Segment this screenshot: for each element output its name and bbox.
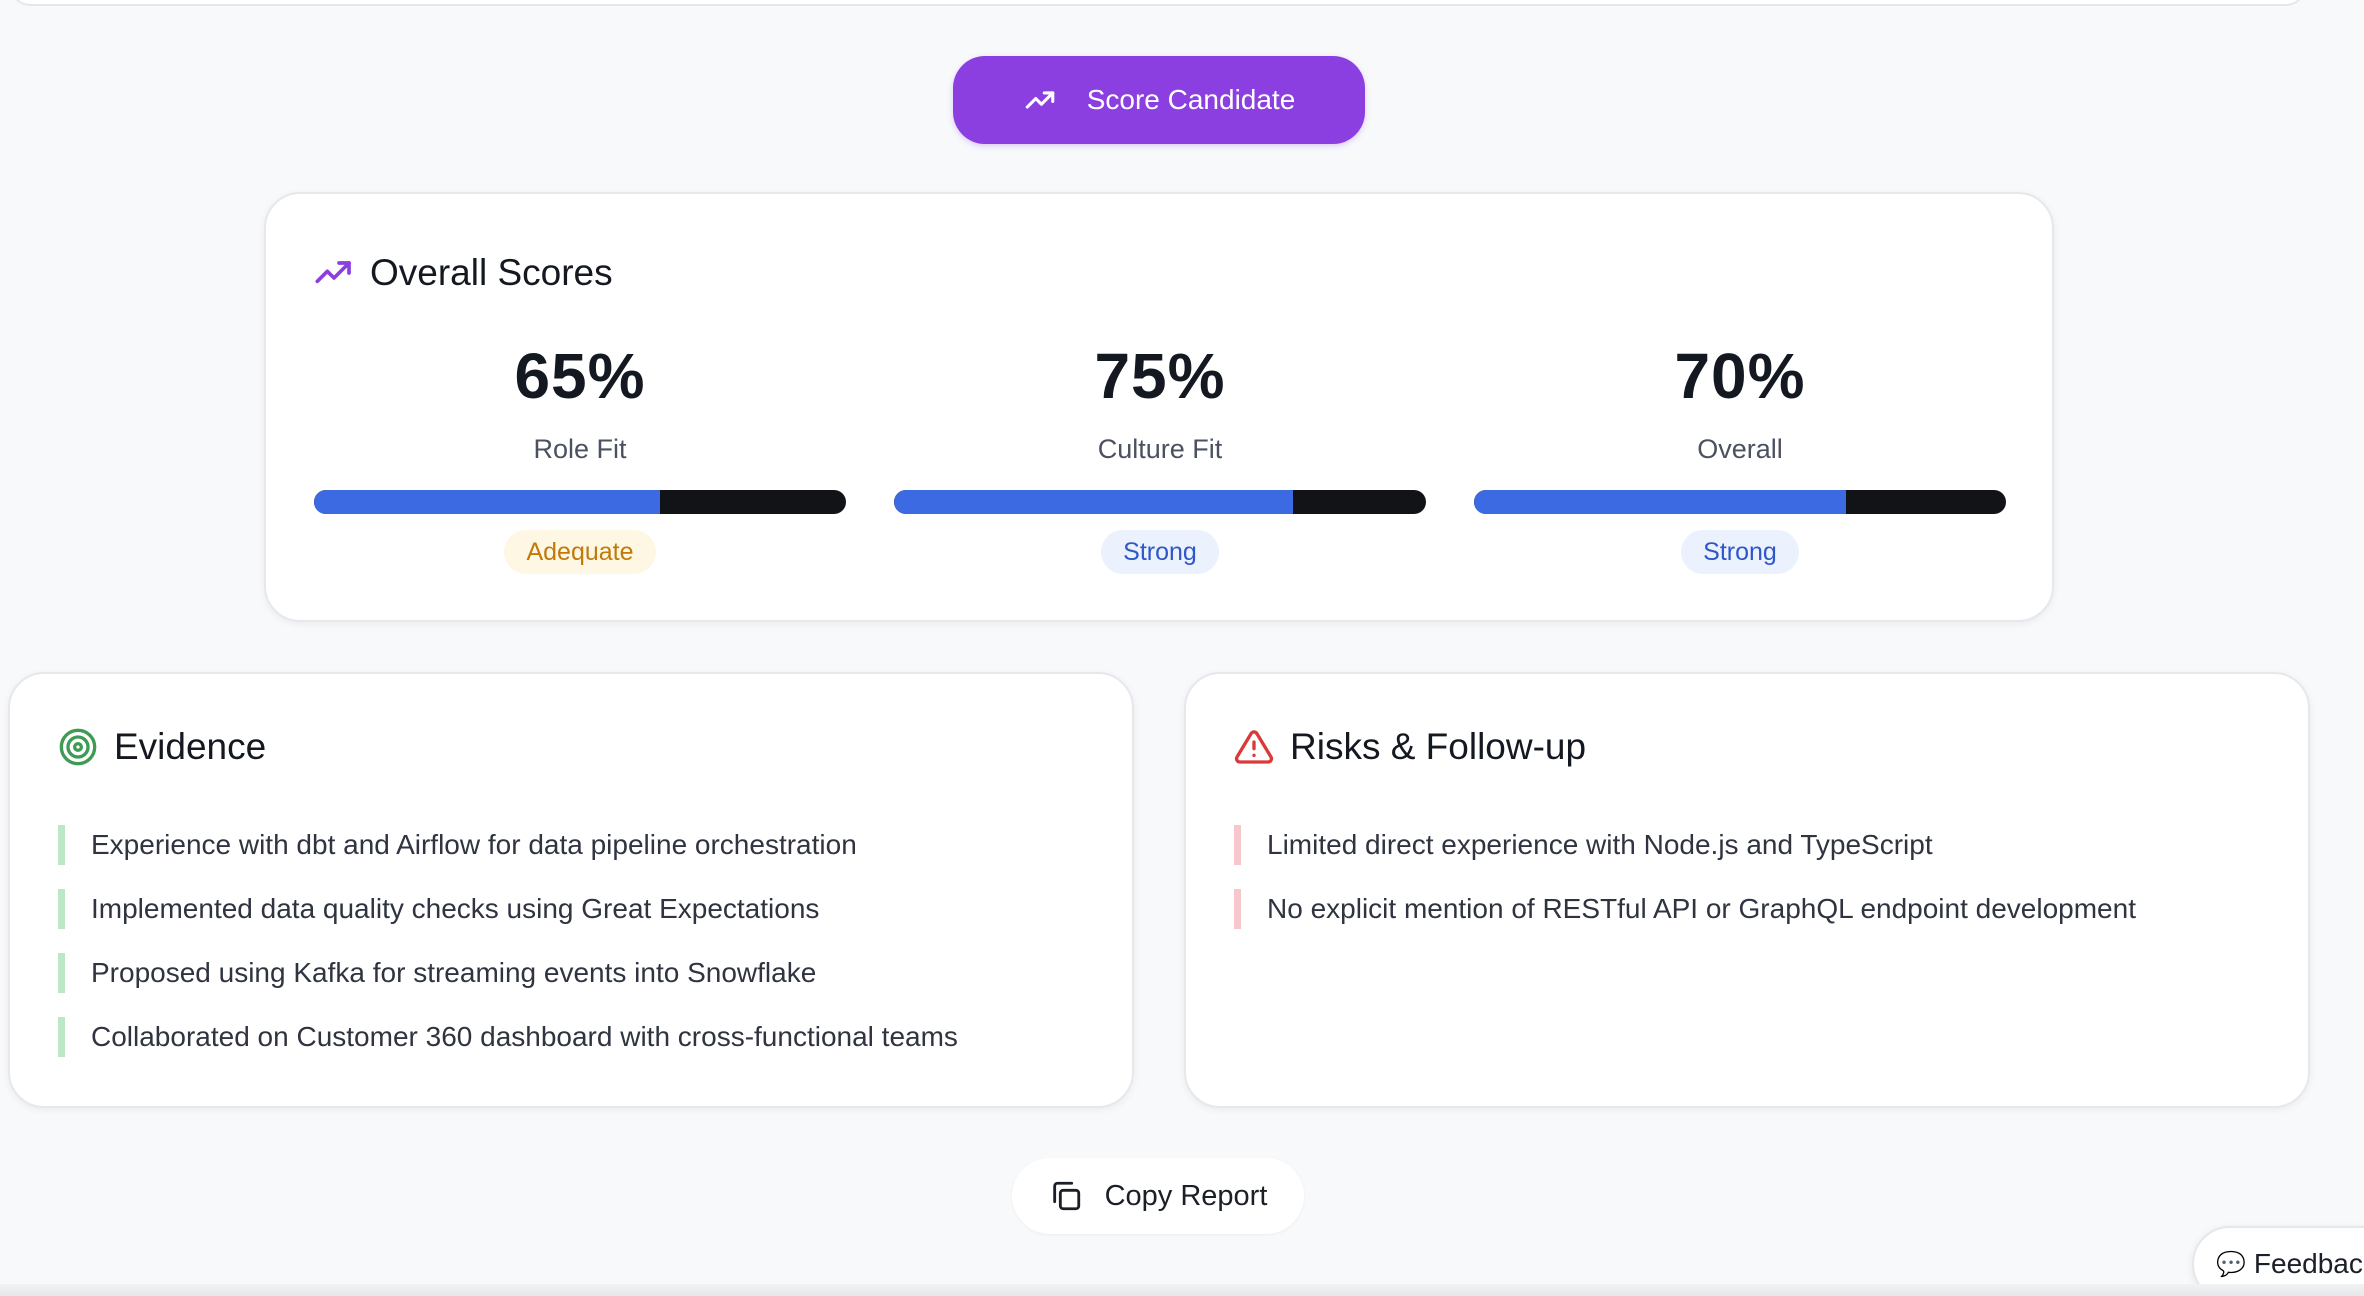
score-role-fit: 65% Role Fit Adequate (314, 344, 846, 574)
target-icon (59, 728, 97, 766)
list-item-text: Collaborated on Customer 360 dashboard w… (91, 1021, 958, 1052)
score-progress-bar (314, 490, 846, 514)
evidence-title: Evidence (114, 726, 267, 767)
page-bottom-edge (0, 1284, 2364, 1296)
copy-report-button[interactable]: Copy Report (1012, 1158, 1304, 1234)
list-item: Experience with dbt and Airflow for data… (58, 824, 958, 866)
rating-badge: Strong (1101, 530, 1219, 574)
list-item: No explicit mention of RESTful API or Gr… (1234, 888, 2136, 930)
score-label: Overall (1697, 434, 1783, 464)
evidence-card: Evidence Experience with dbt and Airflow… (8, 672, 1134, 1108)
score-candidate-label: Score Candidate (1086, 84, 1296, 115)
list-item: Implemented data quality checks using Gr… (58, 888, 958, 930)
score-value: 75% (1094, 340, 1226, 412)
score-progress-bar (1474, 490, 2006, 514)
rating-badge: Strong (1681, 530, 1799, 574)
copy-report-label: Copy Report (1104, 1179, 1268, 1212)
risks-title: Risks & Follow-up (1290, 726, 1587, 767)
list-item: Limited direct experience with Node.js a… (1234, 824, 2136, 866)
trending-up-icon (315, 261, 351, 284)
score-progress-fill (314, 490, 660, 514)
list-item-accent (58, 889, 65, 929)
evidence-header: Evidence (58, 726, 266, 768)
list-item-accent (58, 825, 65, 865)
score-candidate-button[interactable]: Score Candidate (953, 56, 1365, 144)
chat-bubble-icon: 💬 (2216, 1250, 2246, 1278)
overall-scores-card: Overall Scores 65% Role Fit Adequate 75%… (264, 192, 2054, 622)
list-item-accent (58, 1017, 65, 1057)
list-item: Proposed using Kafka for streaming event… (58, 952, 958, 994)
list-item-accent (1234, 825, 1241, 865)
list-item-text: No explicit mention of RESTful API or Gr… (1267, 893, 2136, 924)
list-item-text: Proposed using Kafka for streaming event… (91, 957, 817, 988)
list-item-text: Experience with dbt and Airflow for data… (91, 829, 857, 860)
overall-scores-title: Overall Scores (370, 252, 613, 293)
list-item-text: Implemented data quality checks using Gr… (91, 893, 820, 924)
previous-card (8, 0, 2308, 6)
copy-icon (1052, 1181, 1080, 1211)
evidence-list: Experience with dbt and Airflow for data… (58, 824, 958, 1080)
risks-list: Limited direct experience with Node.js a… (1234, 824, 2136, 952)
list-item-accent (1234, 889, 1241, 929)
trending-up-icon (1025, 91, 1055, 109)
score-progress-fill (894, 490, 1293, 514)
rating-badge: Adequate (504, 530, 656, 574)
list-item-text: Limited direct experience with Node.js a… (1267, 829, 1933, 860)
score-overall: 70% Overall Strong (1474, 344, 2006, 574)
score-value: 70% (1674, 340, 1806, 412)
score-progress-bar (894, 490, 1426, 514)
overall-scores-header: Overall Scores (314, 252, 613, 294)
risks-card: Risks & Follow-up Limited direct experie… (1184, 672, 2310, 1108)
feedback-label: Feedbac (2253, 1248, 2363, 1279)
risks-header: Risks & Follow-up (1234, 726, 1586, 768)
score-progress-fill (1474, 490, 1847, 514)
score-value: 65% (514, 340, 646, 412)
score-label: Culture Fit (1097, 434, 1223, 464)
list-item: Collaborated on Customer 360 dashboard w… (58, 1016, 958, 1058)
score-label: Role Fit (533, 434, 627, 464)
warning-triangle-icon (1234, 730, 1274, 764)
list-item-accent (58, 953, 65, 993)
score-culture-fit: 75% Culture Fit Strong (894, 344, 1426, 574)
